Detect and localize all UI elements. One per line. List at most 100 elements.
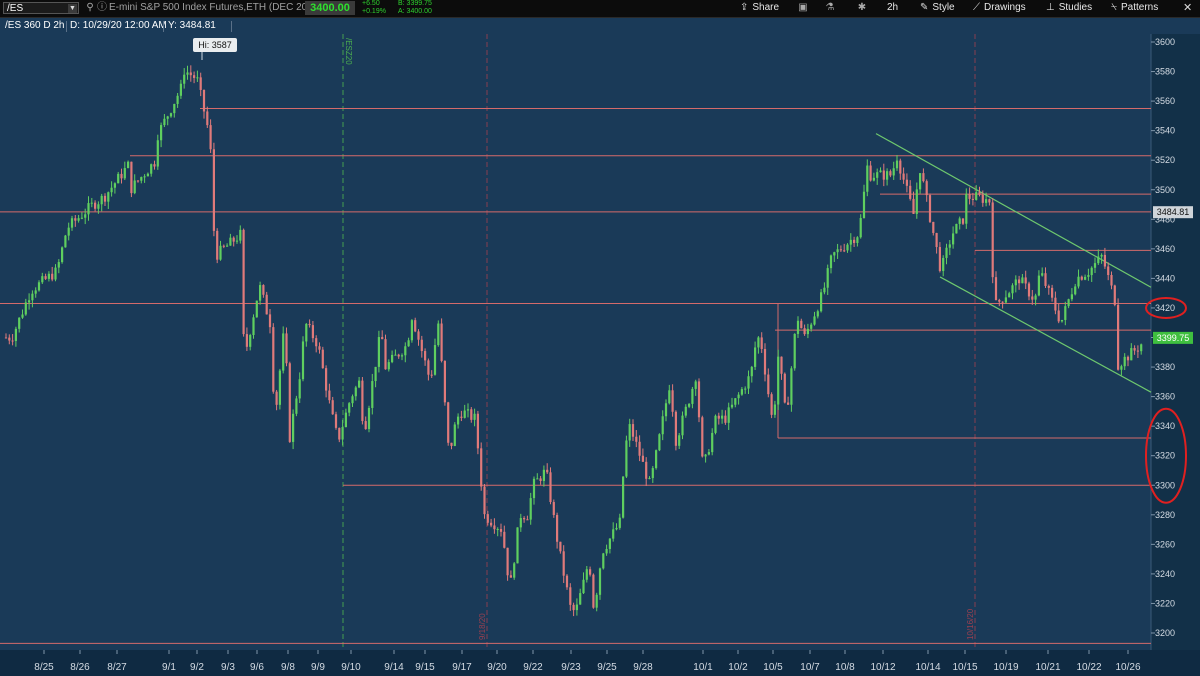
candle-body [645, 461, 648, 479]
y-tick-label: 3600 [1155, 37, 1175, 47]
candle-body [635, 436, 638, 442]
close-icon[interactable]: ✕ [1183, 2, 1193, 14]
candle-body [978, 192, 981, 195]
candle-body [394, 354, 397, 356]
candle-body [110, 187, 113, 193]
candle-body [754, 347, 757, 367]
x-tick-label: 8/27 [107, 662, 127, 673]
candle-body [721, 415, 724, 419]
candle-body [31, 293, 34, 301]
top-toolbar: /ES ▼ ⚲ ⓘ E-mini S&P 500 Index Futures,E… [0, 0, 1200, 18]
cursor-date: D: 10/29/20 12:00 AM [70, 20, 167, 31]
candle-body [1044, 273, 1047, 286]
high-label-box [193, 38, 237, 52]
y-tick-label: 3240 [1155, 569, 1175, 579]
patterns-button[interactable]: ⍀ Patterns [1111, 2, 1158, 14]
candle-body [760, 337, 763, 349]
style-button[interactable]: ✎ Style [920, 2, 955, 14]
candle-body [849, 239, 852, 245]
candle-body [770, 394, 773, 415]
candle-body [631, 424, 635, 437]
candle-body [1140, 344, 1143, 352]
gear-icon[interactable]: ✱ [857, 2, 867, 13]
timeframe-button[interactable]: 2h [887, 2, 898, 14]
candle-body [1018, 279, 1021, 284]
candle-body [793, 333, 796, 369]
candle-body [1024, 277, 1027, 284]
share-label: Share [752, 2, 780, 13]
candle-body [902, 173, 905, 180]
candle-body [268, 314, 272, 328]
x-tick-label: 9/1 [162, 662, 176, 673]
x-tick-label: 9/22 [523, 662, 543, 673]
candle-body [410, 320, 413, 341]
candle-body [404, 346, 407, 356]
flask-icon[interactable]: ⚗ [825, 2, 835, 13]
chart-settings-icon[interactable]: ▣ [798, 2, 808, 13]
symbol-dropdown-icon[interactable]: ▼ [68, 4, 77, 13]
candle-body [796, 320, 800, 334]
candle-body [826, 268, 829, 288]
candle-body [1110, 275, 1113, 286]
candle-body [183, 74, 186, 84]
candle-body [678, 435, 681, 446]
candle-body [186, 72, 189, 75]
separator [231, 21, 232, 32]
candle-body [430, 374, 433, 376]
candle-body [612, 529, 615, 539]
y-tick-label: 3500 [1155, 185, 1175, 195]
candle-body [374, 366, 377, 382]
candle-body [569, 587, 572, 605]
candle-body [1027, 283, 1031, 297]
candle-body [526, 519, 529, 521]
candle-body [133, 180, 136, 194]
candle-body [424, 351, 427, 361]
candle-body [622, 476, 625, 518]
x-tick-label: 10/5 [763, 662, 783, 673]
ask-price: A: 3400.00 [398, 8, 432, 15]
candle-body [298, 379, 301, 399]
candle-body [235, 240, 239, 242]
candle-body [222, 245, 225, 247]
candle-body [509, 575, 512, 578]
symbol-input[interactable]: /ES ▼ [3, 2, 79, 14]
candle-body [288, 363, 291, 442]
x-tick-label: 10/8 [835, 662, 855, 673]
candle-body [100, 195, 103, 205]
candle-body [536, 478, 539, 480]
chart-grid [0, 34, 1200, 676]
info-icon[interactable]: ⓘ [97, 2, 107, 13]
candle-body [377, 337, 380, 367]
candle-body [777, 356, 780, 405]
candle-body [674, 411, 677, 446]
candle-body [549, 472, 552, 503]
candle-body [94, 202, 97, 209]
candle-body [259, 285, 262, 301]
candle-body [523, 518, 526, 520]
patterns-icon: ⍀ [1111, 2, 1117, 13]
y-tick-label: 3220 [1155, 598, 1175, 608]
candle-body [37, 282, 41, 291]
candle-body [1060, 319, 1064, 322]
candle-body [932, 221, 935, 233]
time-axis-panel [0, 650, 1200, 676]
candle-body [988, 199, 991, 203]
candle-body [334, 414, 338, 428]
drawings-button[interactable]: ⟋ Drawings [973, 2, 1026, 14]
candle-body [57, 262, 60, 268]
expiry-markers: /ESZ20 9/18/20 10/16/20 [342, 34, 976, 650]
candle-body [707, 452, 710, 455]
candle-body [833, 252, 836, 256]
share-button[interactable]: ⇪ Share [740, 2, 779, 14]
candle-body [1103, 254, 1106, 267]
candle-body [648, 478, 651, 480]
candle-body [239, 229, 242, 241]
x-tick-label: 10/22 [1076, 662, 1101, 673]
candle-body [952, 233, 955, 245]
candle-body [120, 173, 123, 179]
studies-button[interactable]: ⊥ Studies [1046, 2, 1092, 14]
candle-body [546, 469, 549, 473]
link-icon[interactable]: ⚲ [86, 2, 94, 13]
candle-body [433, 345, 437, 375]
